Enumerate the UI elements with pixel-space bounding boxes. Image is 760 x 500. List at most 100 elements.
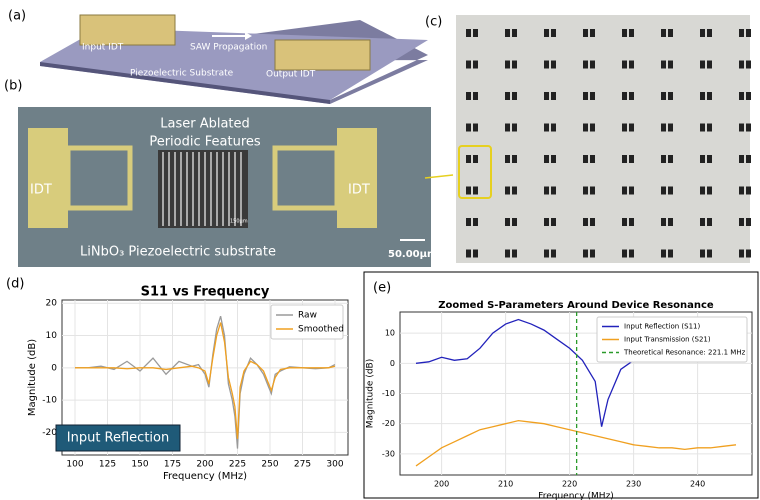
device xyxy=(473,92,478,100)
legend xyxy=(596,316,748,363)
y-tick-label: 10 xyxy=(46,331,58,341)
label: 50.00μm xyxy=(388,249,437,260)
x-tick-label: 240 xyxy=(690,480,705,489)
legend xyxy=(270,304,344,340)
panel-label: (b) xyxy=(4,79,22,94)
stripe xyxy=(198,152,200,226)
y-tick-label: -10 xyxy=(382,389,395,398)
x-tick-label: 100 xyxy=(66,460,83,470)
device xyxy=(544,249,549,258)
device xyxy=(739,92,744,100)
device xyxy=(466,249,471,258)
panel-label: (d) xyxy=(6,277,24,292)
y-tick-label: -20 xyxy=(42,428,57,438)
x-tick-label: 175 xyxy=(164,460,181,470)
device xyxy=(629,249,634,258)
device xyxy=(473,123,478,132)
y-axis-label: Magnitude (dB) xyxy=(27,339,38,416)
device xyxy=(629,92,634,100)
x-tick-label: 220 xyxy=(562,480,577,489)
device xyxy=(466,92,471,100)
device xyxy=(746,92,751,100)
device xyxy=(746,218,751,226)
array-photo xyxy=(456,15,750,263)
device xyxy=(622,249,627,258)
device xyxy=(544,123,549,132)
label: IDT xyxy=(348,183,370,198)
device xyxy=(551,155,556,163)
substrate-front xyxy=(40,62,330,104)
device xyxy=(700,123,705,132)
panel-c: (c) xyxy=(425,15,751,263)
x-tick-label: 125 xyxy=(99,460,116,470)
device xyxy=(668,249,673,258)
device xyxy=(505,249,510,258)
device xyxy=(512,186,517,195)
device xyxy=(590,92,595,100)
legend-label: Input Transmission (S21) xyxy=(624,336,711,344)
device xyxy=(739,218,744,226)
legend-label: Theoretical Resonance: 221.1 MHz xyxy=(623,349,746,357)
y-tick-label: -10 xyxy=(42,396,57,406)
device xyxy=(544,92,549,100)
device xyxy=(505,155,510,163)
device xyxy=(583,29,588,37)
pointer xyxy=(424,174,454,179)
device xyxy=(707,29,712,37)
device xyxy=(700,155,705,163)
device xyxy=(466,29,471,37)
device xyxy=(551,60,556,69)
device xyxy=(629,186,634,195)
device xyxy=(583,249,588,258)
x-tick-label: 150 xyxy=(131,460,148,470)
device xyxy=(622,29,627,37)
device xyxy=(700,29,705,37)
device xyxy=(661,92,666,100)
device xyxy=(505,186,510,195)
device xyxy=(746,60,751,69)
device xyxy=(668,29,673,37)
device xyxy=(512,218,517,226)
device xyxy=(544,29,549,37)
device xyxy=(473,155,478,163)
stripe xyxy=(210,152,212,226)
device xyxy=(661,218,666,226)
panel-a: (a) Input IDT SAW Propagation Piezoelect… xyxy=(8,9,428,104)
panel-frame xyxy=(363,271,759,499)
device xyxy=(544,186,549,195)
device xyxy=(707,60,712,69)
annotation: Input Reflection xyxy=(67,431,169,446)
device xyxy=(739,155,744,163)
device xyxy=(583,155,588,163)
device xyxy=(473,29,478,37)
legend-label: Raw xyxy=(298,311,317,321)
device xyxy=(622,155,627,163)
device xyxy=(668,60,673,69)
device xyxy=(622,186,627,195)
device xyxy=(590,155,595,163)
x-tick-label: 200 xyxy=(196,460,213,470)
inset xyxy=(158,150,248,228)
device xyxy=(700,249,705,258)
device xyxy=(505,218,510,226)
device xyxy=(473,218,478,226)
device xyxy=(739,123,744,132)
device xyxy=(739,60,744,69)
device xyxy=(551,92,556,100)
device xyxy=(473,186,478,195)
device xyxy=(505,92,510,100)
device xyxy=(661,123,666,132)
device xyxy=(661,249,666,258)
device xyxy=(466,123,471,132)
stripe xyxy=(240,152,242,226)
annotation-box xyxy=(55,424,181,452)
idt-pad xyxy=(337,128,377,228)
series-line xyxy=(415,420,737,467)
device xyxy=(512,155,517,163)
device xyxy=(629,218,634,226)
device xyxy=(551,249,556,258)
y-tick-label: -30 xyxy=(382,449,395,458)
x-tick-label: 300 xyxy=(326,460,343,470)
output-idt xyxy=(274,39,371,71)
